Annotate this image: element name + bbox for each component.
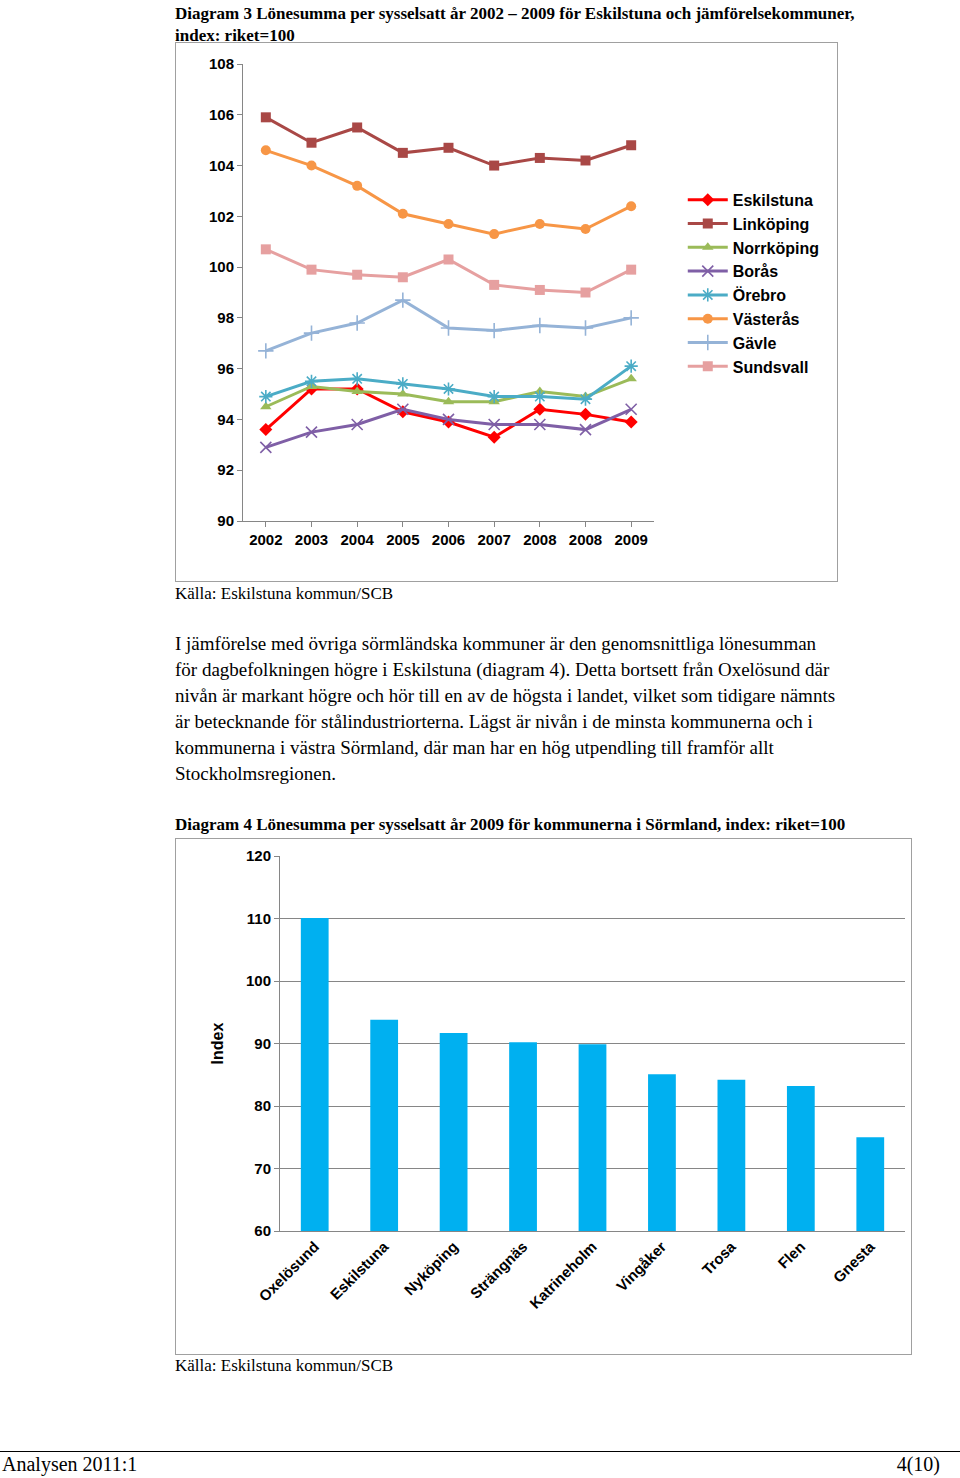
svg-text:Index: Index <box>209 1023 226 1065</box>
svg-text:80: 80 <box>254 1097 271 1114</box>
html-text:kommunerna i västra Sörmland,: kommunerna i västra Sörmland, där man ha… <box>175 737 774 758</box>
svg-text:110: 110 <box>247 910 271 927</box>
svg-text:104: 104 <box>209 157 235 174</box>
svg-text:Flen: Flen <box>774 1238 808 1272</box>
svg-text:2005: 2005 <box>386 531 419 548</box>
svg-text:Trosa: Trosa <box>698 1237 739 1278</box>
svg-text:Gnesta: Gnesta <box>830 1237 878 1285</box>
svg-text:100: 100 <box>209 258 234 275</box>
html-text:I jämförelse med övriga sörmlä: I jämförelse med övriga sörmländska komm… <box>175 633 817 654</box>
svg-text:Eskilstuna: Eskilstuna <box>327 1237 393 1303</box>
html-text:Diagram 3 Lönesumma per syssel: Diagram 3 Lönesumma per sysselsatt år 20… <box>175 4 855 23</box>
html-text:Källa: Eskilstuna kommun/SCB: Källa: Eskilstuna kommun/SCB <box>175 1356 394 1375</box>
svg-text:100: 100 <box>246 972 271 989</box>
svg-text:2008: 2008 <box>569 531 602 548</box>
svg-text:2003: 2003 <box>295 531 328 548</box>
svg-text:60: 60 <box>254 1222 271 1239</box>
svg-text:92: 92 <box>217 461 234 478</box>
svg-text:96: 96 <box>217 360 234 377</box>
svg-text:Oxelösund: Oxelösund <box>255 1238 322 1305</box>
html-text:4(10): 4(10) <box>896 1453 940 1475</box>
svg-text:Gävle: Gävle <box>733 335 777 352</box>
svg-text:Eskilstuna: Eskilstuna <box>733 192 813 209</box>
svg-text:94: 94 <box>217 411 234 428</box>
svg-text:Linköping: Linköping <box>733 216 809 233</box>
svg-text:2006: 2006 <box>432 531 465 548</box>
html-text:Stockholmsregionen.: Stockholmsregionen. <box>175 763 336 784</box>
svg-text:90: 90 <box>217 512 234 529</box>
svg-text:2007: 2007 <box>477 531 510 548</box>
svg-text:2002: 2002 <box>249 531 282 548</box>
svg-text:Vingåker: Vingåker <box>613 1238 670 1295</box>
svg-text:90: 90 <box>254 1035 271 1052</box>
svg-text:Örebro: Örebro <box>733 286 787 304</box>
svg-text:108: 108 <box>209 55 234 72</box>
html-text:Källa: Eskilstuna kommun/SCB: Källa: Eskilstuna kommun/SCB <box>175 584 394 603</box>
svg-text:Strängnäs: Strängnäs <box>467 1238 531 1302</box>
svg-text:102: 102 <box>209 208 234 225</box>
svg-text:106: 106 <box>209 106 234 123</box>
html-text:nivån är markant högre och hör: nivån är markant högre och hör till en a… <box>175 685 836 706</box>
svg-text:Västerås: Västerås <box>733 311 800 328</box>
svg-text:98: 98 <box>217 309 234 326</box>
svg-text:Sundsvall: Sundsvall <box>733 359 809 376</box>
svg-text:2009: 2009 <box>614 531 647 548</box>
html-text:Diagram 4 Lönesumma per syssel: Diagram 4 Lönesumma per sysselsatt år 20… <box>175 815 846 834</box>
svg-text:Norrköping: Norrköping <box>733 240 819 257</box>
svg-text:Nyköping: Nyköping <box>401 1238 461 1298</box>
html-text:är betecknande för stålindustr: är betecknande för stålindustriorterna. … <box>175 711 813 732</box>
html-text:index: riket=100: index: riket=100 <box>175 26 295 45</box>
html-text:Analysen 2011:1: Analysen 2011:1 <box>2 1453 138 1475</box>
svg-text:Katrineholm: Katrineholm <box>526 1238 600 1312</box>
svg-text:120: 120 <box>246 847 271 864</box>
svg-text:Borås: Borås <box>733 263 778 280</box>
svg-text:2004: 2004 <box>340 531 374 548</box>
svg-text:2008: 2008 <box>523 531 556 548</box>
html-text:för dagbefolkningen högre i Es: för dagbefolkningen högre i Eskilstuna (… <box>175 659 830 680</box>
svg-text:70: 70 <box>254 1160 271 1177</box>
